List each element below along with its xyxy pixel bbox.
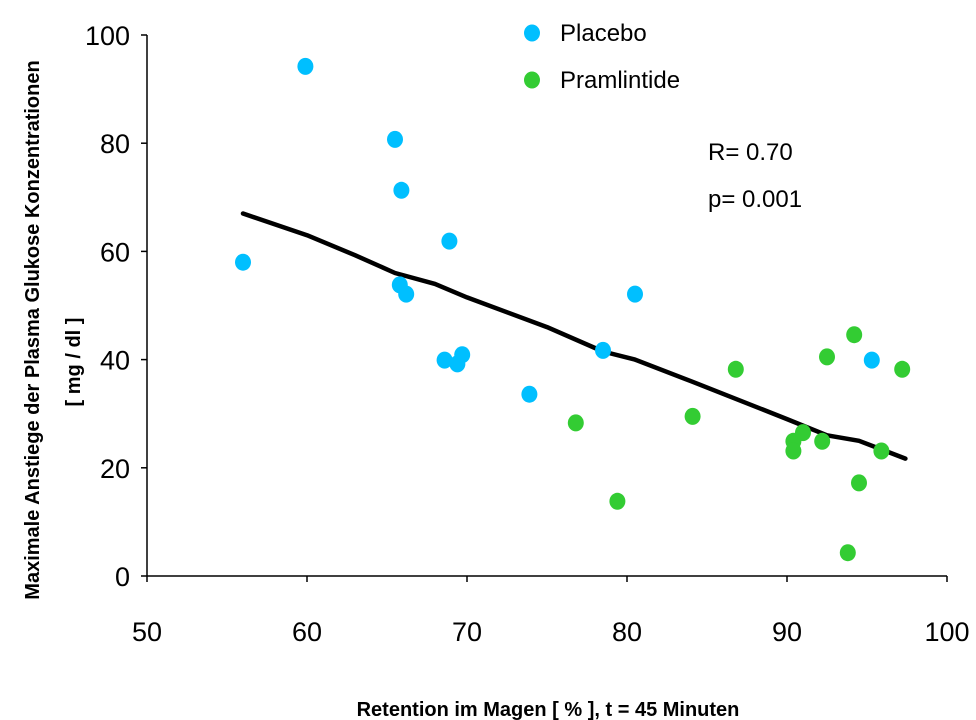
- pramlintide-point: [785, 442, 802, 460]
- legend-label-pramlintide: Pramlintide: [560, 67, 680, 94]
- y-tick-label: 40: [100, 346, 130, 376]
- pramlintide-point: [873, 442, 890, 460]
- p-annotation: p= 0.001: [708, 186, 802, 213]
- pramlintide-point: [894, 360, 911, 378]
- pramlintide-point: [609, 492, 626, 510]
- placebo-point: [521, 385, 538, 403]
- pramlintide-point: [684, 407, 701, 425]
- pramlintide-point: [846, 326, 863, 344]
- placebo-point: [387, 130, 403, 148]
- placebo-point: [627, 285, 643, 303]
- x-tick-label: 80: [612, 617, 642, 647]
- legend: Placebo Pramlintide: [524, 20, 680, 94]
- placebo-point: [436, 351, 453, 369]
- placebo-point: [441, 232, 458, 250]
- placebo-point: [863, 351, 880, 369]
- x-axis-label: Retention im Magen [ % ], t = 45 Minuten: [357, 699, 740, 720]
- y-tick-label: 20: [100, 454, 130, 484]
- x-tick-label: 60: [292, 617, 322, 647]
- y-axis-label-line-1: Maximale Anstiege der Plasma Glukose Kon…: [22, 60, 44, 599]
- y-axis-label-line-2: [ mg / dl ]: [63, 318, 85, 407]
- x-tick-label: 90: [772, 617, 802, 647]
- legend-marker-placebo: [524, 24, 540, 42]
- placebo-point: [398, 285, 415, 303]
- pramlintide-point: [814, 432, 831, 450]
- legend-marker-pramlintide: [524, 71, 540, 89]
- placebo-point: [454, 346, 471, 364]
- pramlintide-point: [819, 348, 835, 366]
- y-tick-label: 80: [100, 129, 130, 159]
- legend-label-placebo: Placebo: [560, 20, 647, 47]
- pramlintide-point: [567, 414, 584, 432]
- placebo-point: [297, 57, 314, 75]
- y-tick-label: 0: [115, 562, 130, 592]
- placebo-point: [595, 341, 611, 359]
- placebo-point: [393, 181, 410, 199]
- trend-line-group: [240, 211, 908, 461]
- axes: [146, 35, 947, 577]
- y-tick-label: 60: [100, 237, 130, 267]
- pramlintide-point: [851, 474, 867, 492]
- pramlintide-point: [795, 424, 811, 442]
- x-tick-label: 100: [924, 617, 969, 647]
- pramlintide-point: [727, 360, 744, 378]
- pramlintide-point: [839, 544, 856, 562]
- x-tick-label: 70: [452, 617, 482, 647]
- placebo-point: [235, 253, 251, 271]
- tick-group: 0 20 40 60 80 100 50 60 70 80 90 100: [85, 21, 970, 647]
- trend-line: [240, 211, 908, 461]
- y-tick-label: 100: [85, 21, 130, 51]
- data-points: [235, 57, 911, 562]
- r-annotation: R= 0.70: [708, 139, 793, 166]
- x-tick-label: 50: [132, 617, 162, 647]
